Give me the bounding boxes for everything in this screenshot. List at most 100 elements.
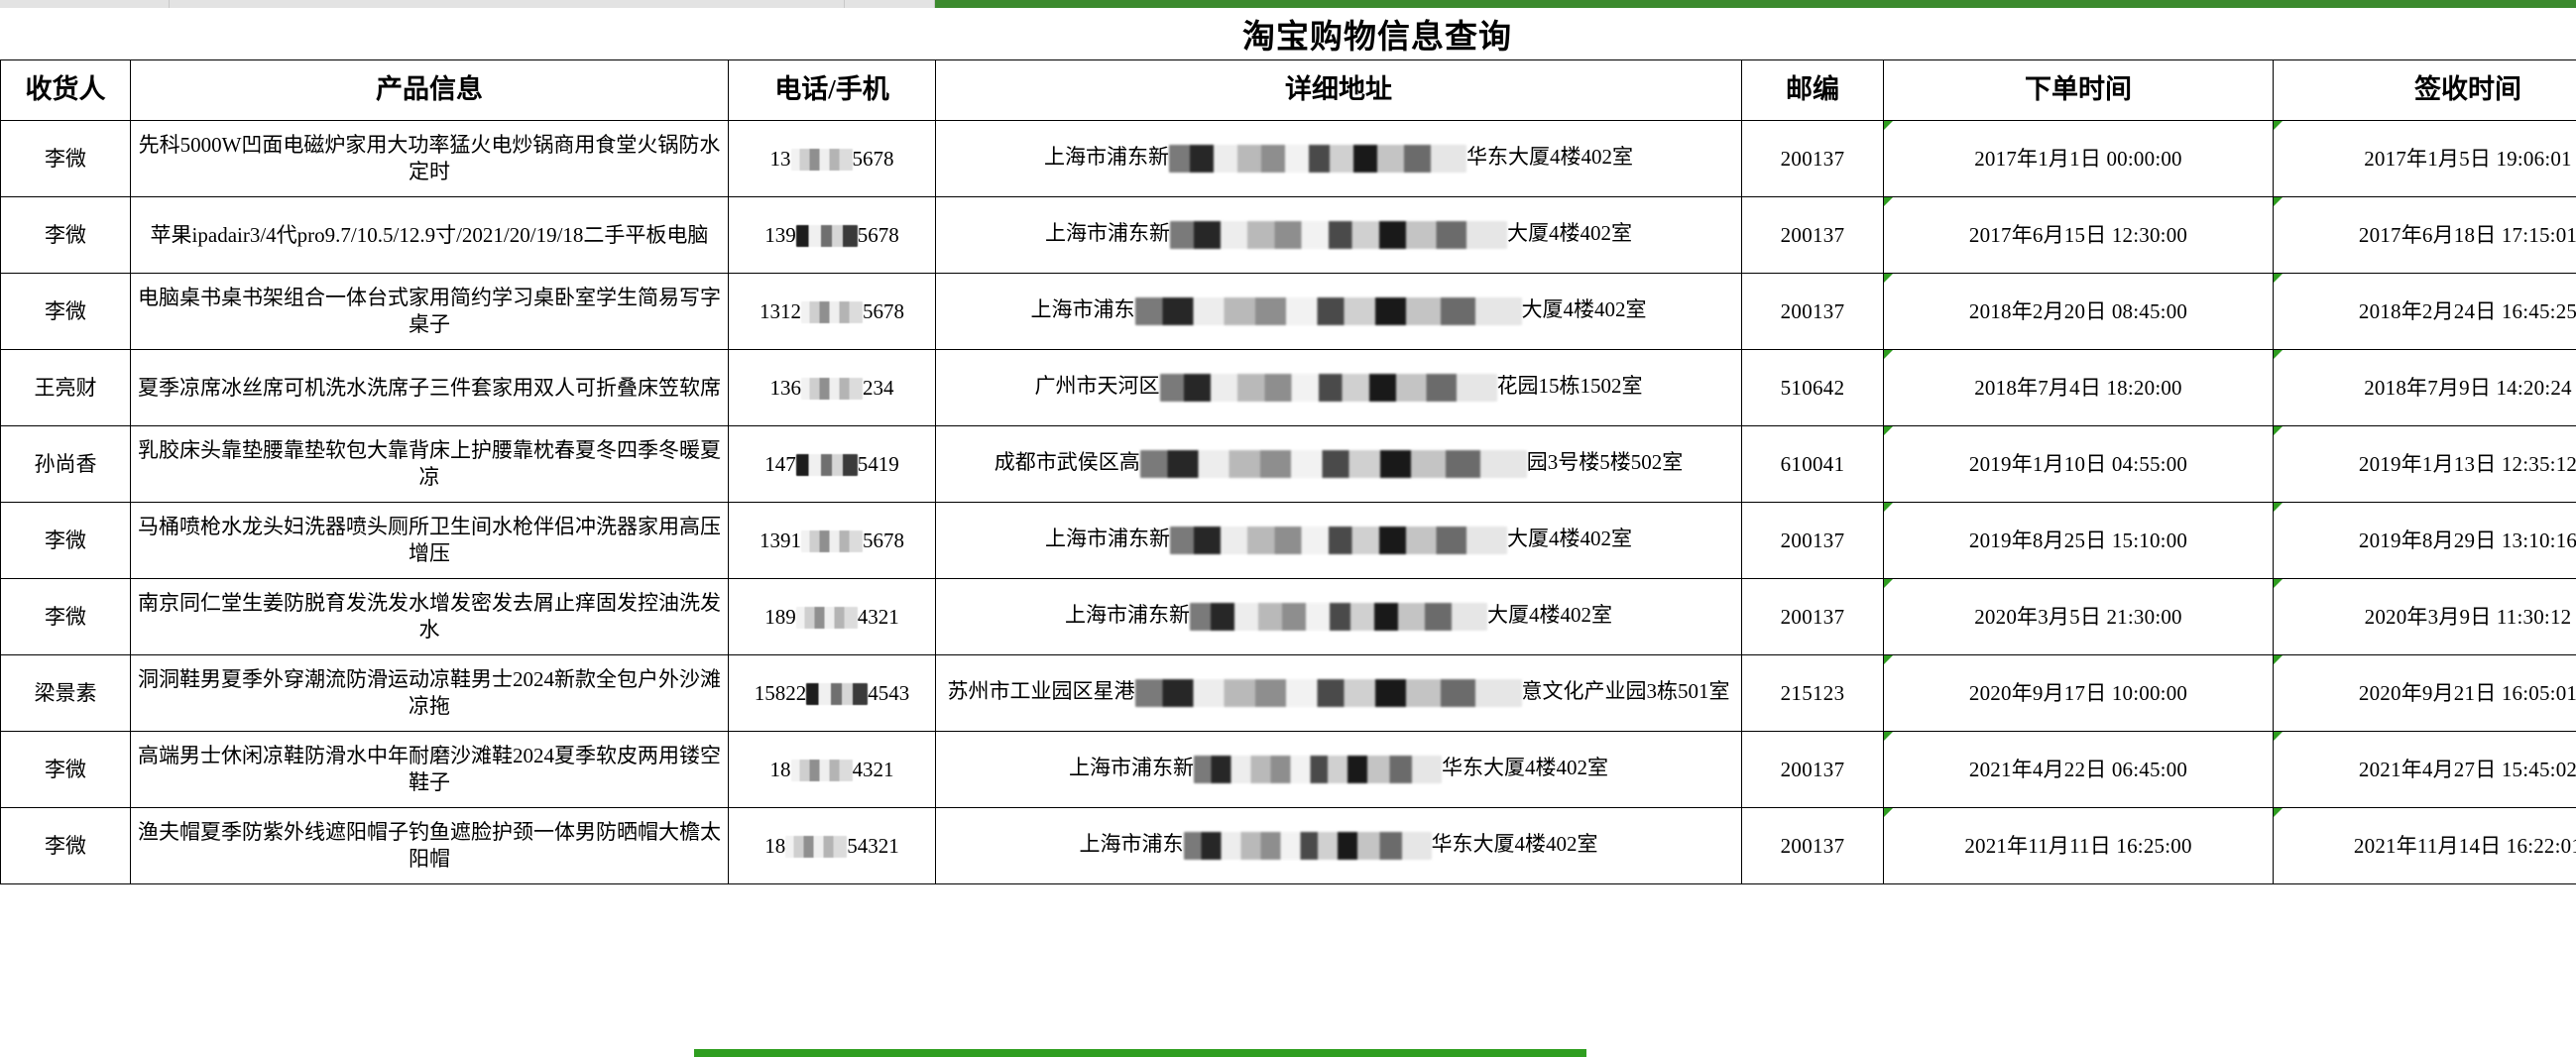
cell-recipient[interactable]: 孙尚香 <box>0 425 131 503</box>
address-redaction-mask <box>1139 449 1527 478</box>
cell-order-time[interactable]: 2020年9月17日 10:00:00 <box>1883 654 2274 732</box>
cell-address[interactable]: 上海市浦东新 大厦4楼402室 <box>935 578 1742 655</box>
phone-prefix: 136 <box>769 375 802 400</box>
cell-postcode[interactable]: 200137 <box>1741 120 1884 197</box>
phone-redaction-mask <box>795 606 858 629</box>
cell-sign-time[interactable]: 2021年11月14日 16:22:01 <box>2273 807 2576 884</box>
cell-sign-time[interactable]: 2020年9月21日 16:05:01 <box>2273 654 2576 732</box>
order-time-text: 2021年11月11日 16:25:00 <box>1964 833 2192 858</box>
cell-address[interactable]: 上海市浦东 华东大厦4楼402室 <box>935 807 1742 884</box>
cell-postcode[interactable]: 215123 <box>1741 654 1884 732</box>
cell-recipient[interactable]: 李微 <box>0 120 131 197</box>
phone-redaction-mask <box>790 759 853 781</box>
cell-order-time[interactable]: 2021年4月22日 06:45:00 <box>1883 731 2274 808</box>
cell-address[interactable]: 上海市浦东新 华东大厦4楼402室 <box>935 731 1742 808</box>
phone-suffix: 4321 <box>857 604 899 629</box>
cell-postcode[interactable]: 200137 <box>1741 502 1884 579</box>
cell-product[interactable]: 苹果ipadair3/4代pro9.7/10.5/12.9寸/2021/20/1… <box>130 196 729 274</box>
sign-time-text: 2021年11月14日 16:22:01 <box>2353 833 2576 858</box>
column-header-order-time[interactable]: 下单时间 <box>1883 59 2274 121</box>
cell-address[interactable]: 苏州市工业园区星港 意文化产业园3栋501室 <box>935 654 1742 732</box>
cell-address[interactable]: 上海市浦东新 华东大厦4楼402室 <box>935 120 1742 197</box>
cell-postcode[interactable]: 200137 <box>1741 196 1884 274</box>
cell-order-time[interactable]: 2019年8月25日 15:10:00 <box>1883 502 2274 579</box>
cell-order-time[interactable]: 2018年2月20日 08:45:00 <box>1883 273 2274 350</box>
cell-phone[interactable]: 136 234 <box>728 349 936 426</box>
table-row: 梁景素 洞洞鞋男夏季外穿潮流防滑运动凉鞋男士2024新款全包户外沙滩凉拖 15822… <box>0 654 2576 732</box>
address-suffix: 意文化产业园3栋501室 <box>1521 679 1730 704</box>
cell-order-time[interactable]: 2021年11月11日 16:25:00 <box>1883 807 2274 884</box>
cell-sign-time[interactable]: 2020年3月9日 11:30:12 <box>2273 578 2576 655</box>
order-time-text: 2021年4月22日 06:45:00 <box>1968 757 2188 781</box>
cell-product[interactable]: 乳胶床头靠垫腰靠垫软包大靠背床上护腰靠枕春夏冬四季冬暖夏凉 <box>130 425 729 503</box>
cell-product[interactable]: 先科5000W凹面电磁炉家用大功率猛火电炒锅商用食堂火锅防水定时 <box>130 120 729 197</box>
error-triangle-icon <box>1884 197 1893 206</box>
cell-product[interactable]: 南京同仁堂生姜防脱育发洗发水增发密发去屑止痒固发控油洗发水 <box>130 578 729 655</box>
cell-address[interactable]: 广州市天河区 花园15栋1502室 <box>935 349 1742 426</box>
address-suffix: 华东大厦4楼402室 <box>1466 145 1633 170</box>
cell-postcode[interactable]: 200137 <box>1741 578 1884 655</box>
cell-recipient[interactable]: 王亮财 <box>0 349 131 426</box>
column-header-address[interactable]: 详细地址 <box>935 59 1742 121</box>
error-triangle-icon <box>1884 808 1893 817</box>
cell-product[interactable]: 高端男士休闲凉鞋防滑水中年耐磨沙滩鞋2024夏季软皮两用镂空鞋子 <box>130 731 729 808</box>
cell-product[interactable]: 电脑桌书桌书架组合一体台式家用简约学习桌卧室学生简易写字桌子 <box>130 273 729 350</box>
cell-phone[interactable]: 1391 5678 <box>728 502 936 579</box>
column-header-sign-time[interactable]: 签收时间 <box>2273 59 2576 121</box>
phone-prefix: 18 <box>769 757 791 781</box>
error-triangle-icon <box>2274 503 2283 512</box>
cell-recipient[interactable]: 李微 <box>0 731 131 808</box>
cell-product[interactable]: 洞洞鞋男夏季外穿潮流防滑运动凉鞋男士2024新款全包户外沙滩凉拖 <box>130 654 729 732</box>
cell-phone[interactable]: 18 4321 <box>728 731 936 808</box>
cell-phone[interactable]: 189 4321 <box>728 578 936 655</box>
cell-product[interactable]: 夏季凉席冰丝席可机洗水洗席子三件套家用双人可折叠床笠软席 <box>130 349 729 426</box>
chrome-column-header-b <box>170 0 845 8</box>
cell-address[interactable]: 上海市浦东 大厦4楼402室 <box>935 273 1742 350</box>
cell-order-time[interactable]: 2018年7月4日 18:20:00 <box>1883 349 2274 426</box>
table-row: 李微 马桶喷枪水龙头妇洗器喷头厕所卫生间水枪伴侣冲洗器家用高压增压 1391 5678… <box>0 502 2576 579</box>
column-header-postcode[interactable]: 邮编 <box>1741 59 1884 121</box>
phone-suffix: 234 <box>863 375 894 400</box>
cell-sign-time[interactable]: 2018年2月24日 16:45:25 <box>2273 273 2576 350</box>
address-redaction-mask <box>1170 526 1507 554</box>
cell-sign-time[interactable]: 2017年6月18日 17:15:01 <box>2273 196 2576 274</box>
cell-order-time[interactable]: 2020年3月5日 21:30:00 <box>1883 578 2274 655</box>
cell-postcode[interactable]: 610041 <box>1741 425 1884 503</box>
cell-postcode[interactable]: 200137 <box>1741 807 1884 884</box>
cell-sign-time[interactable]: 2019年8月29日 13:10:16 <box>2273 502 2576 579</box>
cell-sign-time[interactable]: 2018年7月9日 14:20:24 <box>2273 349 2576 426</box>
cell-postcode[interactable]: 200137 <box>1741 273 1884 350</box>
cell-recipient[interactable]: 李微 <box>0 578 131 655</box>
cell-recipient[interactable]: 李微 <box>0 273 131 350</box>
cell-postcode[interactable]: 510642 <box>1741 349 1884 426</box>
phone-prefix: 1391 <box>760 528 801 552</box>
cell-phone[interactable]: 1312 5678 <box>728 273 936 350</box>
cell-address[interactable]: 上海市浦东新 大厦4楼402室 <box>935 502 1742 579</box>
cell-product[interactable]: 马桶喷枪水龙头妇洗器喷头厕所卫生间水枪伴侣冲洗器家用高压增压 <box>130 502 729 579</box>
cell-phone[interactable]: 13 5678 <box>728 120 936 197</box>
column-header-product[interactable]: 产品信息 <box>130 59 729 121</box>
cell-sign-time[interactable]: 2017年1月5日 19:06:01 <box>2273 120 2576 197</box>
phone-redaction-mask <box>806 682 869 705</box>
cell-address[interactable]: 成都市武侯区高 园3号楼5楼502室 <box>935 425 1742 503</box>
cell-sign-time[interactable]: 2019年1月13日 12:35:12 <box>2273 425 2576 503</box>
cell-phone[interactable]: 147 5419 <box>728 425 936 503</box>
cell-recipient[interactable]: 梁景素 <box>0 654 131 732</box>
cell-product[interactable]: 渔夫帽夏季防紫外线遮阳帽子钓鱼遮脸护颈一体男防晒帽大檐太阳帽 <box>130 807 729 884</box>
cell-phone[interactable]: 18 54321 <box>728 807 936 884</box>
cell-recipient[interactable]: 李微 <box>0 196 131 274</box>
cell-postcode[interactable]: 200137 <box>1741 731 1884 808</box>
cell-phone[interactable]: 15822 4543 <box>728 654 936 732</box>
cell-address[interactable]: 上海市浦东新 大厦4楼402室 <box>935 196 1742 274</box>
cell-order-time[interactable]: 2019年1月10日 04:55:00 <box>1883 425 2274 503</box>
cell-recipient[interactable]: 李微 <box>0 502 131 579</box>
order-time-text: 2018年2月20日 08:45:00 <box>1968 298 2188 323</box>
column-header-recipient[interactable]: 收货人 <box>0 59 131 121</box>
cell-sign-time[interactable]: 2021年4月27日 15:45:02 <box>2273 731 2576 808</box>
cell-order-time[interactable]: 2017年1月1日 00:00:00 <box>1883 120 2274 197</box>
cell-order-time[interactable]: 2017年6月15日 12:30:00 <box>1883 196 2274 274</box>
cell-phone[interactable]: 139 5678 <box>728 196 936 274</box>
column-header-phone[interactable]: 电话/手机 <box>728 59 936 121</box>
cell-recipient[interactable]: 李微 <box>0 807 131 884</box>
error-triangle-icon <box>2274 121 2283 130</box>
